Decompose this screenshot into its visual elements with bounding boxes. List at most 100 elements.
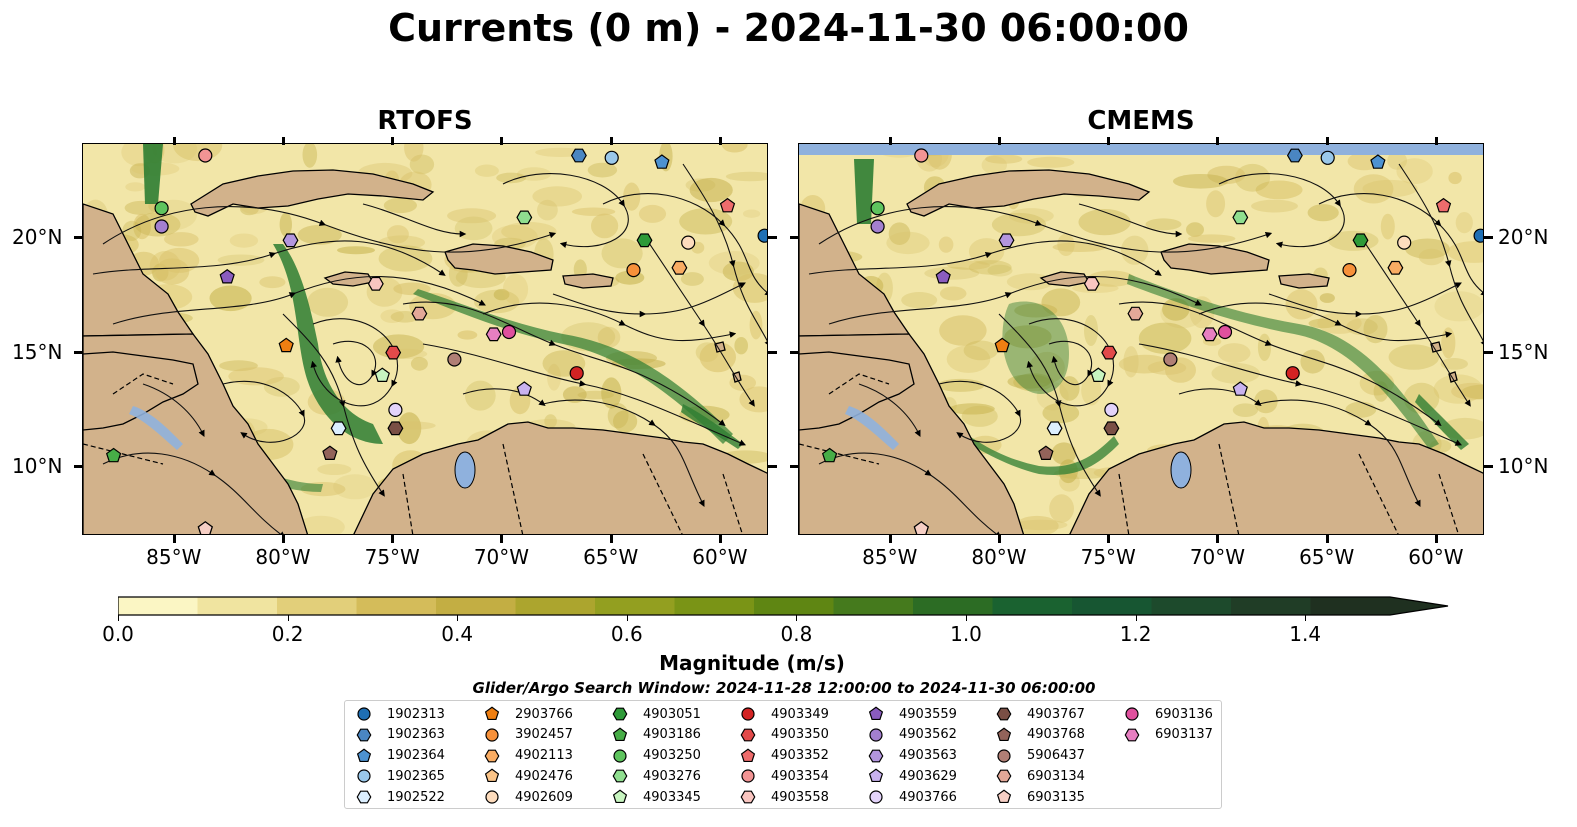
float-marker xyxy=(1201,327,1218,342)
legend-marker-icon xyxy=(741,769,755,783)
tick-mark xyxy=(718,535,722,543)
colorbar-tick-mark xyxy=(1135,615,1137,621)
tick-mark xyxy=(718,137,722,145)
legend-label: 1902313 xyxy=(387,706,445,722)
panel-title-cmems: CMEMS xyxy=(1087,106,1195,136)
colorbar-tick-mark xyxy=(118,615,119,621)
legend-marker-icon xyxy=(740,748,756,762)
legend-marker xyxy=(357,769,371,783)
legend-label: 4903562 xyxy=(899,727,957,743)
legend-marker-icon xyxy=(484,749,500,763)
legend-marker-icon xyxy=(485,790,499,804)
float-marker xyxy=(870,201,885,216)
legend-label: 4903563 xyxy=(899,748,957,764)
tick-mark xyxy=(1216,535,1220,543)
float-marker xyxy=(197,521,213,534)
legend-item: 1902365 xyxy=(355,766,445,786)
legend-label: 6903137 xyxy=(1155,727,1213,743)
legend-item: 4903345 xyxy=(611,787,701,807)
float-marker xyxy=(1104,402,1119,417)
float-marker xyxy=(1103,421,1120,436)
float-marker xyxy=(516,210,533,225)
legend-marker-icon xyxy=(612,707,628,721)
legend-label: 1902364 xyxy=(387,748,445,764)
legend-item: 4903276 xyxy=(611,766,701,786)
legend-label: 5906437 xyxy=(1027,748,1085,764)
float-marker xyxy=(636,233,653,248)
float-marker xyxy=(1232,210,1249,225)
legend-label: 4902113 xyxy=(515,748,573,764)
tick-mark xyxy=(74,465,83,469)
streamlines xyxy=(92,163,767,534)
panel-title-rtofs: RTOFS xyxy=(377,106,473,136)
legend-marker xyxy=(356,748,372,762)
tick-mark xyxy=(281,535,285,543)
float-marker xyxy=(1387,260,1404,275)
legend-marker-icon xyxy=(740,728,756,742)
float-marker xyxy=(330,421,347,436)
colorbar-gradient xyxy=(117,596,1449,616)
legend-item: 6903136 xyxy=(1123,704,1213,724)
legend-item: 4903629 xyxy=(867,766,957,786)
legend-item: 4903558 xyxy=(739,787,829,807)
legend-marker-icon xyxy=(357,707,371,721)
colorbar-segment xyxy=(436,597,517,615)
legend-marker xyxy=(612,789,628,804)
legend-marker xyxy=(1124,728,1140,742)
float-marker xyxy=(1083,276,1100,291)
legend-marker-icon xyxy=(868,768,884,783)
legend-label: 4903768 xyxy=(1027,727,1085,743)
tick-mark xyxy=(1216,137,1220,145)
float-marker xyxy=(1127,306,1144,321)
legend-marker-icon xyxy=(869,790,883,804)
legend-label: 4903186 xyxy=(643,727,701,743)
tick-mark xyxy=(888,137,892,145)
float-marker xyxy=(105,447,122,463)
colorbar-tick-label: 1.2 xyxy=(1119,622,1152,646)
legend-marker-icon xyxy=(869,728,883,742)
float-marker xyxy=(719,197,736,213)
legend-item: 4902476 xyxy=(483,766,573,786)
float-markers xyxy=(821,148,1483,534)
float-marker xyxy=(671,260,688,275)
tick-mark xyxy=(609,535,613,543)
tick-mark xyxy=(790,350,799,354)
colorbar-tick-mark xyxy=(796,615,798,621)
legend-label: 4903629 xyxy=(899,768,957,784)
colorbar-segment xyxy=(674,597,755,615)
lake-maracaibo xyxy=(1170,451,1192,489)
tick-mark xyxy=(1484,235,1493,239)
float-marker xyxy=(1342,262,1357,278)
legend-marker-icon xyxy=(356,790,372,804)
lon-tick-label: 60°W xyxy=(692,545,748,569)
float-marker xyxy=(1232,381,1248,396)
map-cmems xyxy=(798,143,1484,535)
legend-item: 4903559 xyxy=(867,704,957,724)
lake-maracaibo xyxy=(454,451,476,489)
legend-label: 4903558 xyxy=(771,789,829,805)
legend-label: 4903345 xyxy=(643,789,701,805)
colorbar xyxy=(117,595,1458,623)
lon-tick-label: 65°W xyxy=(1299,545,1355,569)
legend-marker-icon xyxy=(1124,728,1140,742)
colorbar-segment xyxy=(118,597,199,615)
legend-marker xyxy=(997,748,1011,763)
tick-mark xyxy=(1434,535,1438,543)
legend-item: 6903137 xyxy=(1123,725,1213,745)
tick-mark xyxy=(997,137,1001,145)
tick-mark xyxy=(172,137,176,145)
legend-marker-icon xyxy=(612,727,628,741)
lat-tick-label-left: 15°N xyxy=(12,339,63,364)
legend-marker xyxy=(741,707,755,721)
float-marker xyxy=(994,337,1010,353)
legend-label: 6903135 xyxy=(1027,789,1085,805)
lake-nicaragua xyxy=(845,406,899,450)
legend-item: 4903352 xyxy=(739,746,829,766)
colorbar-tick-mark xyxy=(966,615,967,621)
float-marker xyxy=(485,327,502,342)
colorbar-segment xyxy=(197,597,278,615)
legend-label: 1902522 xyxy=(387,789,445,805)
legend-marker xyxy=(868,749,884,763)
float-marker xyxy=(654,154,670,169)
legend-label: 4903352 xyxy=(771,748,829,764)
